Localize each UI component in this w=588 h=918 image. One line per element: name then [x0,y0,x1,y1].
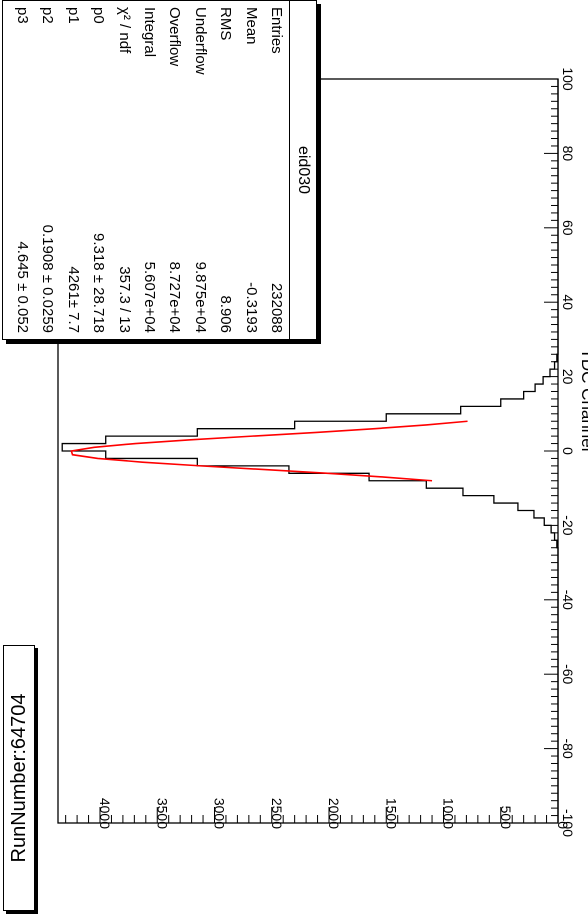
stats-value: 8.906 [217,295,235,333]
y-tick-label: 0 [555,821,571,829]
fit-curve [70,420,468,482]
y-tick-label: 4000 [97,798,113,829]
stats-row: Mean -0.3193 [238,7,263,333]
y-tick-label: 1000 [441,798,457,829]
x-tick-label: 80 [560,146,576,162]
stats-value: 9.318 ± 28.718 [90,233,108,333]
x-tick-label: 100 [560,67,576,91]
plot-series [61,79,559,823]
stats-value: 232088 [268,282,285,333]
stats-row: χ² / ndf 357.3 / 13 [111,7,136,333]
y-tick-label: 2000 [326,798,342,829]
stats-row: Entries 232088 [264,7,289,333]
x-tick-label: 40 [560,294,576,310]
stats-rows: Entries 232088 Mean -0.3193 RMS 8.906 Underflo… [10,1,289,339]
stats-row: p1 4261± 7.7 [60,7,85,333]
stats-value: 357.3 / 13 [115,266,133,333]
histogram-line [61,79,559,823]
stats-key: RMS [217,7,235,41]
x-tick-label: 60 [560,220,576,236]
axis-ticks: -100-80-60-40-20020406080100050010001500… [65,67,576,837]
run-number-label: RunNumber:64704 [7,693,30,863]
stats-key: χ² / ndf [115,7,133,54]
stats-row: p2 0.1908 ± 0.0259 [35,7,60,333]
x-tick-label: -60 [560,664,576,684]
stats-value: -0.3193 [242,282,260,333]
y-tick-label: 3500 [154,798,170,829]
stats-title: eid030 [289,1,316,339]
stats-key: Mean [242,7,260,45]
y-tick-label: 2500 [269,798,285,829]
stats-row: Integral 5.607e+04 [137,7,162,333]
y-tick-label: 500 [498,806,514,830]
stats-key: p2 [39,7,57,24]
stats-row: RMS 8.906 [213,7,238,333]
x-tick-label: -20 [560,515,576,535]
stats-value: 4261± 7.7 [64,266,82,333]
stats-key: Entries [268,7,285,54]
stats-row: Underflow 9.875e+04 [187,7,212,333]
stats-key: p3 [14,7,32,24]
stats-key: p0 [90,7,108,24]
stats-value: 0.1908 ± 0.0259 [39,224,57,333]
y-tick-label: 3000 [212,798,228,829]
stats-value: 4.645 ± 0.052 [14,241,32,333]
stats-key: Underflow [191,7,209,75]
x-tick-label: -80 [560,738,576,758]
x-tick-label: -40 [560,590,576,610]
stats-key: Overflow [166,7,184,67]
stats-row: p0 9.318 ± 28.718 [86,7,111,333]
stats-box: eid030 Entries 232088 Mean -0.3193 RMS 8.906 U… [2,0,319,342]
stats-value: 9.875e+04 [191,261,209,333]
stats-row: Overflow 8.727e+04 [162,7,187,333]
x-axis-title: TDC Channel [578,349,588,452]
run-number-box: RunNumber:64704 [3,645,37,913]
stats-key: p1 [64,7,82,24]
stats-value: 8.727e+04 [166,261,184,333]
x-tick-label: 20 [560,369,576,385]
x-tick-label: 0 [560,447,576,455]
stats-row: p3 4.645 ± 0.052 [10,7,35,333]
stats-value: 5.607e+04 [141,261,159,333]
y-tick-label: 1500 [383,798,399,829]
x-tick-label: -100 [560,809,576,837]
stats-key: Integral [141,7,159,58]
